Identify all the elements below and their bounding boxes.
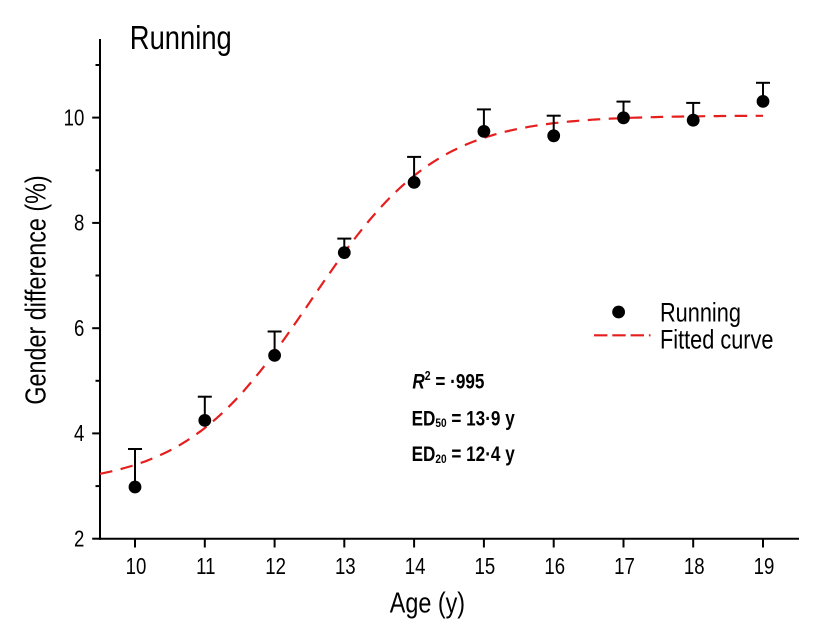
svg-text:12: 12 — [265, 555, 286, 580]
svg-text:Gender difference (%): Gender difference (%) — [19, 175, 52, 404]
svg-text:10: 10 — [126, 555, 147, 580]
svg-text:8: 8 — [74, 211, 84, 236]
svg-text:R2 = ·995: R2 = ·995 — [412, 369, 484, 394]
svg-text:10: 10 — [64, 106, 85, 131]
svg-text:Running: Running — [130, 19, 232, 56]
svg-text:ED50 = 13·9 y: ED50 = 13·9 y — [412, 408, 515, 431]
svg-text:Fitted curve: Fitted curve — [660, 325, 773, 355]
svg-text:17: 17 — [614, 555, 635, 580]
svg-text:2: 2 — [74, 527, 84, 552]
svg-text:4: 4 — [74, 421, 84, 446]
svg-text:Age (y): Age (y) — [390, 586, 465, 619]
svg-text:14: 14 — [405, 555, 426, 580]
svg-text:13: 13 — [335, 555, 356, 580]
svg-text:ED20 = 12·4 y: ED20 = 12·4 y — [412, 444, 515, 467]
svg-text:16: 16 — [544, 555, 565, 580]
svg-text:11: 11 — [196, 555, 215, 580]
svg-text:19: 19 — [754, 555, 775, 580]
svg-text:15: 15 — [475, 555, 496, 580]
svg-text:18: 18 — [684, 555, 705, 580]
svg-text:6: 6 — [74, 316, 84, 341]
svg-text:Running: Running — [660, 299, 741, 329]
